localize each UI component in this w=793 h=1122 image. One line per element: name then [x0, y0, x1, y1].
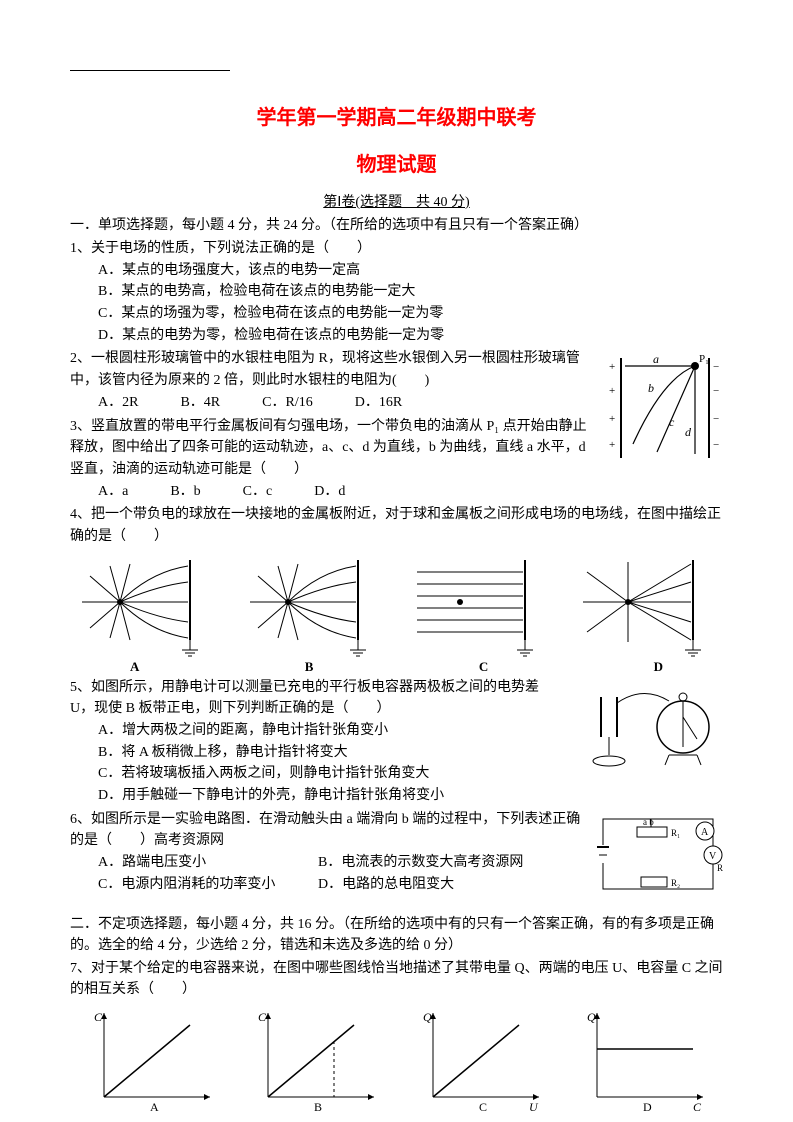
svg-text:+: +	[609, 385, 615, 397]
q1-stem: 1、关于电场的性质，下列说法正确的是（ ）	[70, 238, 723, 260]
q3-optD: D．d	[314, 481, 345, 503]
svg-text:−: −	[713, 413, 719, 425]
q7-stem: 7、对于某个给定的电容器来说，在图中哪些图线恰当地描述了其带电量 Q、两端的电压…	[70, 958, 723, 1001]
q1: 1、关于电场的性质，下列说法正确的是（ ） A．某点的电场强度大，该点的电势一定…	[70, 238, 723, 346]
q7: 7、对于某个给定的电容器来说，在图中哪些图线恰当地描述了其带电量 Q、两端的电压…	[70, 958, 723, 1001]
q7-figC: Q U C	[409, 1005, 549, 1115]
svg-text:P₁: P₁	[699, 353, 709, 365]
q4-figD	[573, 552, 723, 657]
svg-text:−: −	[713, 439, 719, 451]
section2-instr: 二．不定项选择题，每小题 4 分，共 16 分。（在所给的选项中有的只有一个答案…	[70, 914, 723, 956]
svg-text:C: C	[479, 1100, 487, 1114]
svg-text:b: b	[648, 381, 654, 395]
q3-optC: C．c	[243, 481, 273, 503]
top-rule	[70, 70, 230, 71]
svg-text:R: R	[717, 863, 723, 873]
q2-optB: B．4R	[180, 392, 220, 414]
main-title: 学年第一学期高二年级期中联考	[70, 101, 723, 130]
q1-optD: D．某点的电势为零，检验电荷在该点的电势能一定为零	[70, 325, 723, 347]
q4-labelB: B	[305, 659, 314, 675]
q5-optD: D．用手触碰一下静电计的外壳，静电计指针张角将变小	[70, 785, 723, 807]
svg-text:−: −	[713, 361, 719, 373]
q2-optA: A．2R	[98, 392, 138, 414]
svg-text:U: U	[529, 1100, 539, 1114]
q4-figA	[70, 552, 220, 657]
svg-text:Q: Q	[423, 1010, 432, 1024]
svg-text:−: −	[713, 385, 719, 397]
section1-instr: 一．单项选择题，每小题 4 分，共 24 分。（在所给的选项中有且只有一个答案正…	[70, 215, 723, 236]
q3-figure: + + + + − − − − P₁ a b	[603, 348, 723, 468]
q3-optA: A．a	[98, 481, 128, 503]
exam-page: 学年第一学期高二年级期中联考 物理试题 第Ⅰ卷(选择题 共 40 分) 一．单项…	[0, 0, 793, 1122]
svg-text:C: C	[258, 1010, 267, 1024]
q4-labels: A B C D	[70, 659, 723, 675]
svg-text:C: C	[693, 1100, 702, 1114]
q7-figD: Q C D	[573, 1005, 713, 1115]
svg-text:+: +	[609, 413, 615, 425]
q6-optA: A．路端电压变小	[98, 852, 318, 874]
svg-text:R₂: R₂	[671, 878, 680, 888]
q3-optB: B．b	[170, 481, 200, 503]
svg-text:a: a	[653, 352, 659, 366]
q2-optD: D．16R	[355, 392, 402, 414]
q4-labelD: D	[654, 659, 663, 675]
q3-opts: A．a B．b C．c D．d	[70, 481, 723, 503]
q6-optC: C．电源内阻消耗的功率变小	[98, 874, 318, 896]
q7-figA: C A	[80, 1005, 220, 1115]
q2-opts: A．2R B．4R C．R/16 D．16R	[70, 392, 595, 414]
q4-labelA: A	[130, 659, 139, 675]
q4-figures	[70, 552, 723, 657]
q4-labelC: C	[479, 659, 488, 675]
part1-header: 第Ⅰ卷(选择题 共 40 分)	[70, 191, 723, 211]
q2-optC: C．R/16	[262, 392, 313, 414]
svg-text:a b: a b	[643, 817, 654, 827]
svg-text:D: D	[643, 1100, 652, 1114]
svg-text:d: d	[685, 425, 692, 439]
q5-figure	[573, 677, 723, 777]
q1-optC: C．某点的场强为零，检验电荷在该点的电势能一定为零	[70, 303, 723, 325]
q4-figC	[405, 552, 555, 657]
sub-title: 物理试题	[70, 148, 723, 177]
svg-text:A: A	[701, 827, 709, 838]
q6-optD: D．电路的总电阻变大	[318, 874, 454, 896]
svg-text:Q: Q	[587, 1010, 596, 1024]
q6-optB: B．电流表的示数变大高考资源网	[318, 852, 523, 874]
svg-text:B: B	[314, 1100, 322, 1114]
svg-text:+: +	[609, 439, 615, 451]
svg-text:A: A	[150, 1100, 159, 1114]
q4: 4、把一个带负电的球放在一块接地的金属板附近，对于球和金属板之间形成电场的电场线…	[70, 504, 723, 547]
svg-text:+: +	[609, 361, 615, 373]
q6-figure: A a b R₁ R₂ V R	[593, 809, 723, 904]
q4-stem: 4、把一个带负电的球放在一块接地的金属板附近，对于球和金属板之间形成电场的电场线…	[70, 504, 723, 547]
q4-figB	[238, 552, 388, 657]
svg-text:V: V	[709, 851, 717, 862]
svg-text:C: C	[94, 1010, 103, 1024]
svg-text:c: c	[669, 415, 675, 429]
q7-figures: C A C B Q U C Q C D	[70, 1005, 723, 1115]
q1-optA: A．某点的电场强度大，该点的电势一定高	[70, 260, 723, 282]
q1-optB: B．某点的电势高，检验电荷在该点的电势能一定大	[70, 281, 723, 303]
q7-figB: C B	[244, 1005, 384, 1115]
svg-text:R₁: R₁	[671, 828, 680, 838]
